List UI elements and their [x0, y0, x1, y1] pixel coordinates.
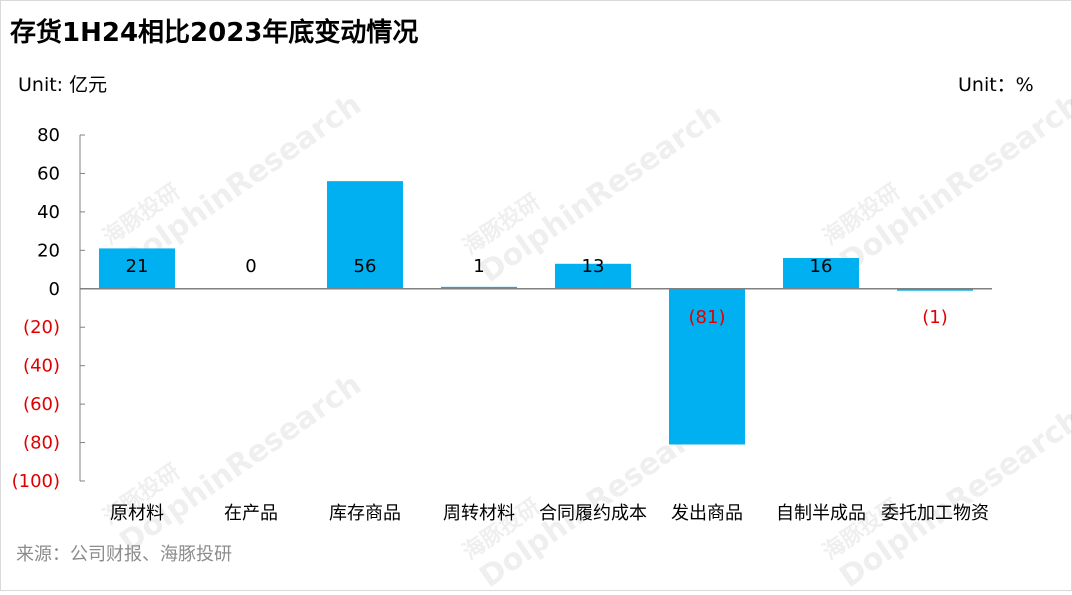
- source-note: 来源：公司财报、海豚投研: [16, 544, 232, 565]
- data-label: 0: [245, 256, 256, 277]
- category-label: 合同履约成本: [539, 503, 647, 524]
- y-tick-label: 0: [49, 279, 60, 300]
- y-tick-label: (80): [23, 433, 60, 454]
- y-tick-label: (40): [23, 356, 60, 377]
- bar: [897, 288, 973, 291]
- bar: [327, 181, 403, 289]
- bar: [441, 286, 517, 289]
- category-label: 原材料: [110, 503, 164, 524]
- data-label: (81): [689, 307, 726, 328]
- category-label: 在产品: [224, 503, 278, 524]
- y-tick-label: (20): [23, 317, 60, 338]
- unit-right-label: Unit：%: [958, 74, 1034, 96]
- chart-title: 存货1H24相比2023年底变动情况: [10, 18, 419, 48]
- category-label: 周转材料: [443, 503, 515, 524]
- category-label: 委托加工物资: [881, 503, 989, 524]
- y-tick-label: (60): [23, 394, 60, 415]
- data-label: 56: [354, 256, 377, 277]
- data-label: (1): [922, 307, 948, 328]
- y-tick-label: 60: [37, 163, 60, 184]
- category-label: 发出商品: [671, 503, 743, 524]
- bar: [99, 248, 175, 289]
- category-label: 库存商品: [329, 503, 401, 524]
- data-label: 13: [582, 256, 605, 277]
- bar: [783, 258, 859, 289]
- bar: [669, 288, 745, 445]
- data-label: 16: [810, 256, 833, 277]
- category-label: 自制半成品: [776, 503, 866, 524]
- unit-left-label: Unit: 亿元: [18, 74, 108, 96]
- y-tick-label: 20: [37, 240, 60, 261]
- bar: [555, 263, 631, 289]
- data-label: 21: [126, 256, 149, 277]
- y-tick-label: (100): [12, 471, 60, 492]
- y-tick-label: 80: [37, 125, 60, 146]
- data-label: 1: [473, 256, 484, 277]
- y-tick-label: 40: [37, 202, 60, 223]
